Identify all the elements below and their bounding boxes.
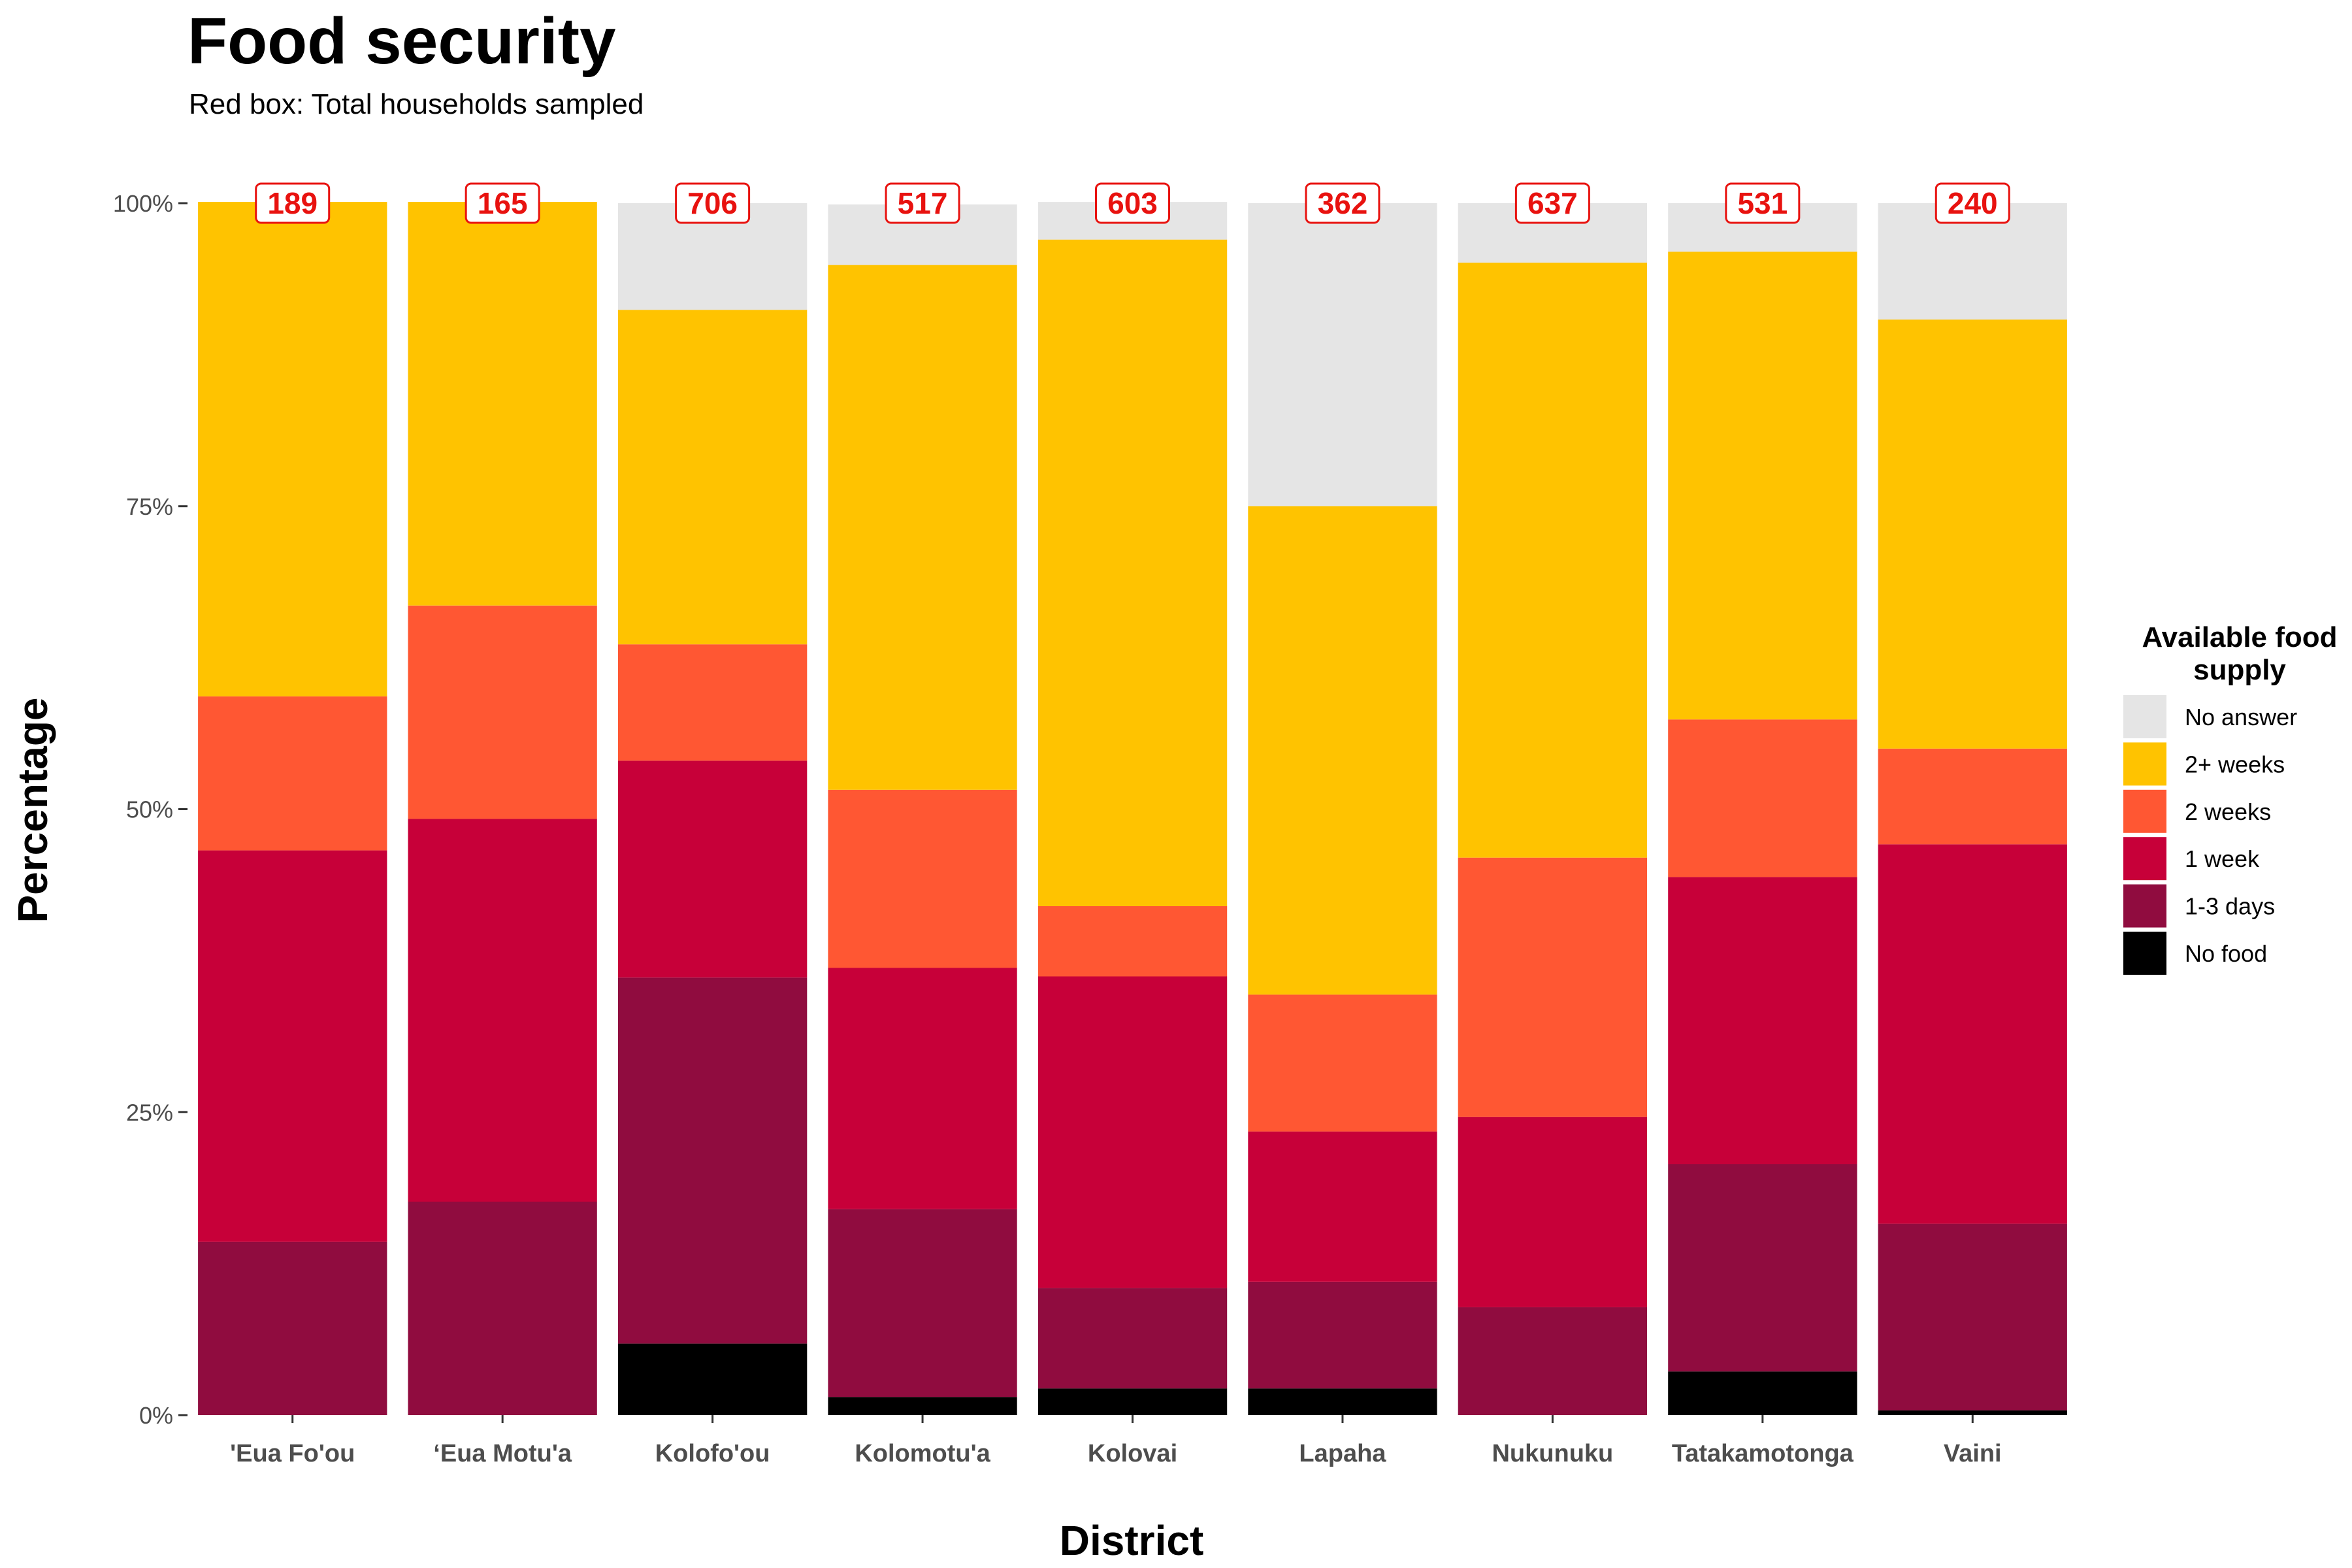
total-label: 362 xyxy=(1318,186,1368,220)
bar-segment xyxy=(618,977,808,1344)
bar-segment xyxy=(618,1343,808,1415)
bar-segment xyxy=(408,1201,597,1415)
legend-swatch xyxy=(2123,884,2166,928)
legend-swatch xyxy=(2123,742,2166,786)
bar-segment xyxy=(198,696,387,851)
y-tick-label: 100% xyxy=(113,190,173,217)
bar-segment xyxy=(1458,262,1647,858)
bar-segment xyxy=(1037,239,1228,906)
bar-segment xyxy=(618,760,808,978)
legend-title: Available food supply xyxy=(2142,621,2337,686)
bar-segment xyxy=(408,819,597,1202)
bar-segment xyxy=(1458,1117,1647,1307)
total-label-box xyxy=(675,182,751,224)
legend-swatch xyxy=(2123,837,2166,881)
bar-segment xyxy=(198,1241,387,1415)
legend-swatch xyxy=(2123,789,2166,833)
chart-title: Food security xyxy=(188,5,616,78)
bar-segment xyxy=(828,789,1017,968)
y-axis: 0% 25% 50% 75% 100% xyxy=(113,190,188,1429)
total-label: 189 xyxy=(267,186,318,220)
legend-label: No food xyxy=(2185,940,2267,967)
total-label-box xyxy=(1095,182,1170,224)
x-tick-label: Kolomotu'a xyxy=(855,1440,990,1467)
bar-segment xyxy=(408,605,597,819)
legend-label: No answer xyxy=(2185,704,2297,730)
bar-segment xyxy=(618,310,808,645)
bar-segment xyxy=(1248,506,1437,995)
legend-swatch xyxy=(2123,932,2166,975)
total-label-box xyxy=(1305,182,1380,224)
bar-segment xyxy=(198,202,387,696)
bar-segment xyxy=(1878,1223,2067,1411)
y-tick-label: 50% xyxy=(126,796,173,823)
legend-label: 1-3 days xyxy=(2185,893,2275,920)
x-axis-title: District xyxy=(1060,1517,1204,1564)
bar-segment xyxy=(1248,1388,1437,1415)
total-label-box xyxy=(1935,182,2010,224)
x-tick-label: Nukunuku xyxy=(1492,1440,1613,1467)
bar-segment xyxy=(408,202,597,606)
bars-layer xyxy=(198,202,2067,1415)
bar-segment xyxy=(1458,857,1647,1117)
bar-segment xyxy=(1668,1371,1857,1415)
legend: Available food supply No answer 2+ weeks 2 w… xyxy=(2123,621,2338,975)
total-label-box xyxy=(465,182,540,224)
x-tick-label: Lapaha xyxy=(1299,1440,1386,1467)
bar-segment xyxy=(828,1397,1017,1415)
total-labels: 189 165 706 517 603 362 637 531 240 xyxy=(255,182,2010,224)
bar-segment xyxy=(1668,877,1857,1164)
x-tick-label: Vaini xyxy=(1944,1440,2002,1467)
bar-segment xyxy=(1248,1131,1437,1282)
y-tick-label: 0% xyxy=(139,1402,173,1429)
legend-label: 2 weeks xyxy=(2185,798,2271,825)
total-label: 165 xyxy=(478,186,528,220)
x-tick-label: 'Eua Fo'ou xyxy=(230,1440,355,1467)
bar-segment xyxy=(1458,1307,1647,1415)
bar-segment xyxy=(1668,252,1857,720)
bar-segment xyxy=(828,265,1017,790)
total-label: 706 xyxy=(687,186,738,220)
bar-segment xyxy=(1037,906,1228,977)
chart-subtitle: Red box: Total households sampled xyxy=(189,88,644,120)
legend-label: 1 week xyxy=(2185,845,2260,872)
total-label-box xyxy=(255,182,331,224)
bar-segment xyxy=(1878,319,2067,749)
legend-label: 2+ weeks xyxy=(2185,751,2285,777)
x-tick-label: Kolofo'ou xyxy=(655,1440,770,1467)
x-axis: 'Eua Fo'ou ‘Eua Motu'a Kolofo'ou Kolomotu'a… xyxy=(230,1415,2002,1467)
bar-segment xyxy=(1037,976,1228,1288)
bar-segment xyxy=(1878,844,2067,1224)
bar-segment xyxy=(198,850,387,1242)
bar-segment xyxy=(828,1209,1017,1397)
bar-segment xyxy=(1248,994,1437,1132)
bar-segment xyxy=(1037,1388,1228,1415)
bar-segment xyxy=(1668,719,1857,877)
x-tick-label: ‘Eua Motu'a xyxy=(433,1440,572,1467)
total-label: 603 xyxy=(1107,186,1158,220)
total-label: 637 xyxy=(1527,186,1578,220)
bar-segment xyxy=(1037,1288,1228,1389)
total-label: 517 xyxy=(898,186,948,220)
bar-segment xyxy=(1668,1164,1857,1372)
total-label-box xyxy=(1725,182,1801,224)
bar-segment xyxy=(618,644,808,761)
total-label: 240 xyxy=(1948,186,1998,220)
x-tick-label: Kolovai xyxy=(1088,1440,1177,1467)
bar-segment xyxy=(1878,748,2067,845)
y-tick-label: 25% xyxy=(126,1099,173,1126)
y-tick-label: 75% xyxy=(126,493,173,520)
bar-segment xyxy=(1878,1410,2067,1415)
x-tick-label: Tatakamotonga xyxy=(1672,1440,1854,1467)
total-label: 531 xyxy=(1737,186,1788,220)
bar-segment xyxy=(1248,1282,1437,1389)
bar-segment xyxy=(1248,203,1437,506)
legend-swatch xyxy=(2123,695,2166,738)
y-axis-title: Percentage xyxy=(9,697,56,923)
bar-segment xyxy=(828,968,1017,1209)
total-label-box xyxy=(1514,182,1590,224)
total-label-box xyxy=(885,182,960,224)
